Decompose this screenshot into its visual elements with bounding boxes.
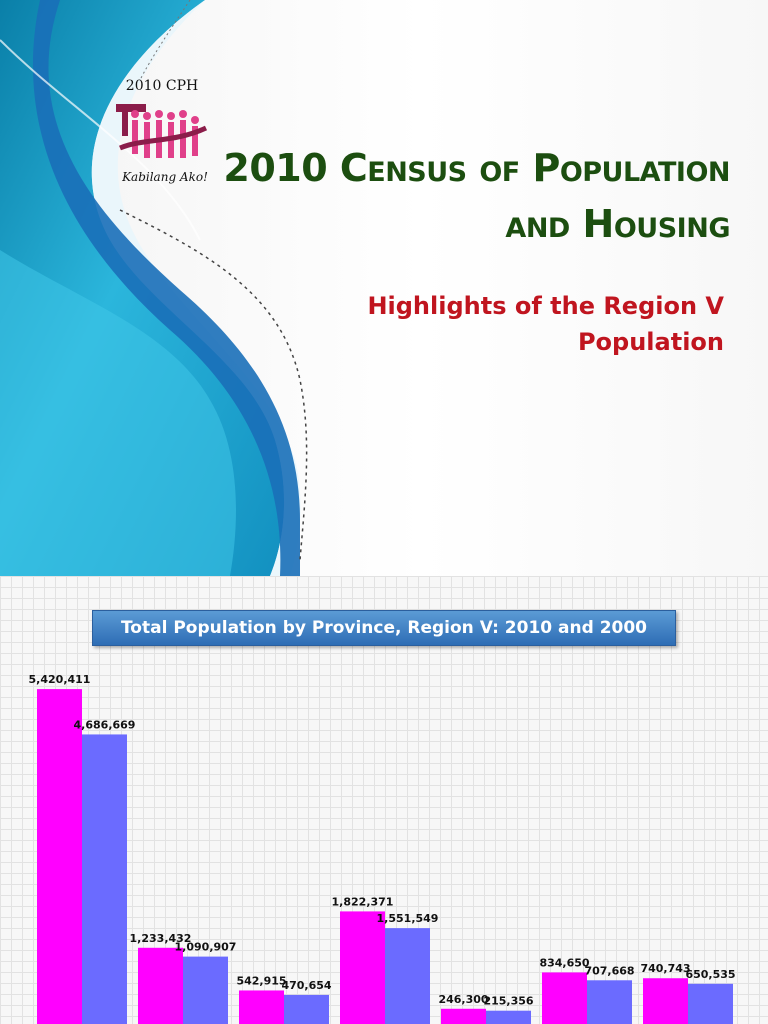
data-label-series2-3: 470,654 <box>281 979 331 992</box>
data-label-series1-5: 246,300 <box>438 993 488 1006</box>
data-label-series2-7: 650,535 <box>685 968 735 981</box>
data-label-series2-1: 4,686,669 <box>74 718 136 731</box>
data-label-series1-1: 5,420,411 <box>29 673 91 686</box>
data-label-series2-4: 1,551,549 <box>377 912 439 925</box>
data-label-series2-6: 707,668 <box>584 964 634 977</box>
page-title: 2010 Census of Population and Housing <box>210 140 730 252</box>
bar-series1-7 <box>643 978 688 1024</box>
bar-series1-1 <box>37 689 82 1024</box>
subtitle-line-2: Population <box>577 328 724 356</box>
cph-logo: 2010 CPH Kabilang Ako! <box>112 78 212 188</box>
bar-series1-2 <box>138 947 183 1024</box>
bar-series2-4 <box>385 928 430 1024</box>
bar-series1-3 <box>239 990 284 1024</box>
data-label-series1-7: 740,743 <box>640 962 690 975</box>
house-people-logo-icon <box>116 104 208 158</box>
bar-series2-1 <box>82 734 127 1024</box>
chart-title: Total Population by Province, Region V: … <box>92 610 676 646</box>
swoosh-background <box>0 0 308 576</box>
bar-series2-5 <box>486 1010 531 1024</box>
bar-series1-6 <box>542 972 587 1024</box>
page-subtitle: Highlights of the Region V Population <box>304 288 724 360</box>
bar-series2-6 <box>587 980 632 1024</box>
bar-series1-4 <box>340 911 385 1024</box>
logo-tagline: Kabilang Ako! <box>122 170 208 184</box>
bar-series2-7 <box>688 983 733 1024</box>
subtitle-line-1: Highlights of the Region V <box>367 292 724 320</box>
title-line-2: and Housing <box>505 202 730 246</box>
data-label-series2-5: 215,356 <box>483 995 533 1008</box>
data-label-series1-6: 834,650 <box>539 956 589 969</box>
data-label-series1-3: 542,915 <box>236 974 286 987</box>
data-label-series1-2: 1,233,432 <box>130 932 192 945</box>
title-slide: 2010 CPH Kabilang Ako! 2010 Census of Po… <box>0 0 768 576</box>
data-label-series2-2: 1,090,907 <box>175 941 237 954</box>
bar-series2-3 <box>284 994 329 1024</box>
bar-series2-2 <box>183 956 228 1024</box>
title-line-1: 2010 Census of Population <box>223 146 730 190</box>
chart-slide: 5,420,411 4,686,669 1,233,432 1,090,907 542,… <box>0 576 768 1024</box>
logo-text: 2010 CPH <box>125 78 199 94</box>
bar-series1-5 <box>441 1008 486 1024</box>
data-label-series1-4: 1,822,371 <box>332 895 394 908</box>
